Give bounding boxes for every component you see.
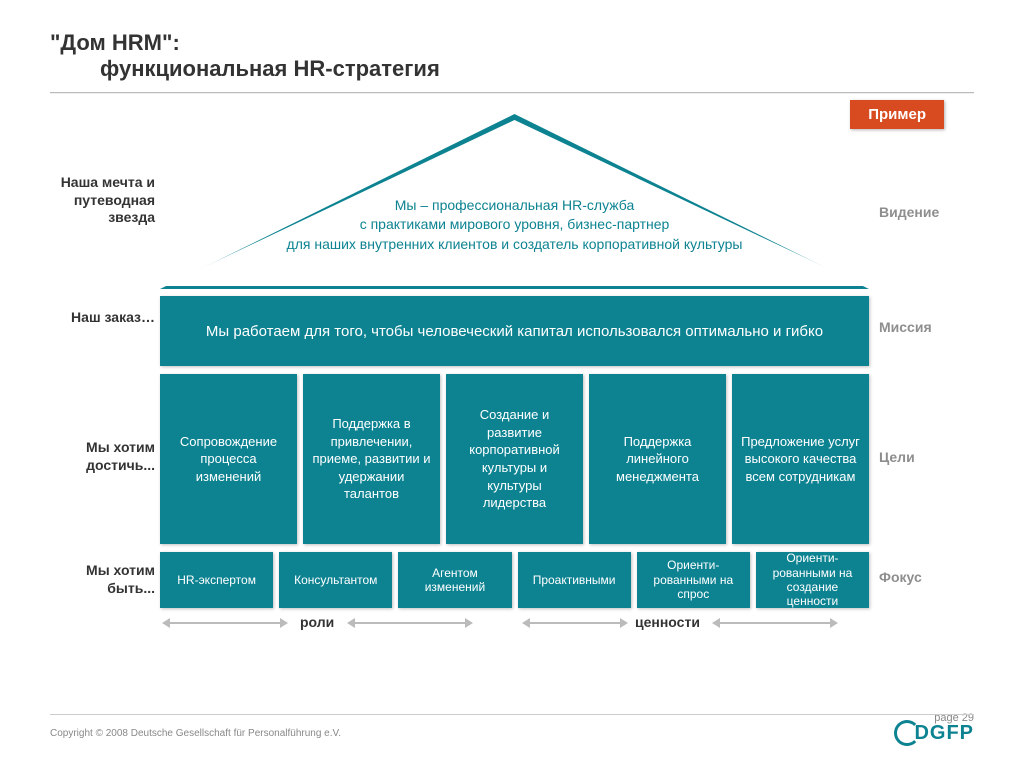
arrow-roles-right [355,622,465,624]
footer: Copyright © 2008 Deutsche Gesellschaft f… [50,714,974,746]
slide: "Дом HRM": функциональная HR-стратегия П… [0,0,1024,768]
arrow-roles-left [170,622,280,624]
right-label-vision: Видение [879,204,994,222]
pillar-2: Поддержка в привлечении, приеме, развити… [303,374,440,544]
focus-2: Консультантом [279,552,392,608]
arrow-values-left [530,622,620,624]
right-labels: Видение Миссия Цели Фокус [879,114,994,654]
focus-1: HR-экспертом [160,552,273,608]
house-center: Мы – профессиональная HR-службас практик… [160,114,869,654]
roof-inner: Мы – профессиональная HR-службас практик… [164,120,865,286]
goals-pillars: Сопровождение процесса изменений Поддерж… [160,374,869,544]
right-label-focus: Фокус [879,569,994,587]
mission-text: Мы работаем для того, чтобы человеческий… [206,321,823,342]
focus-4: Проактивными [518,552,631,608]
pillar-1: Сопровождение процесса изменений [160,374,297,544]
logo: DGFP [894,720,974,746]
left-labels: Наша мечта и путеводная звезда Наш заказ… [40,114,155,654]
left-label-goals: Мы хотим достичь... [40,439,155,474]
title-block: "Дом HRM": функциональная HR-стратегия [50,30,974,82]
roof: Мы – профессиональная HR-службас практик… [160,114,869,289]
sub-label-roles: роли [300,614,334,630]
house-diagram: Наша мечта и путеводная звезда Наш заказ… [50,114,974,654]
pillar-4: Поддержка линейного менеджмента [589,374,726,544]
logo-text: DGFP [914,722,974,745]
focus-row: HR-экспертом Консультантом Агентом измен… [160,552,869,608]
sub-labels: роли ценности [160,612,869,638]
arrow-values-right [720,622,830,624]
pillar-3: Создание и развитие корпоративной культу… [446,374,583,544]
title-line1: "Дом HRM": [50,30,974,56]
right-label-goals: Цели [879,449,994,467]
title-line2: функциональная HR-стратегия [100,56,974,82]
focus-3: Агентом изменений [398,552,511,608]
left-label-mission: Наш заказ… [40,309,155,327]
focus-5: Ориенти-рованными на спрос [637,552,750,608]
left-label-vision: Наша мечта и путеводная звезда [40,174,155,227]
copyright: Copyright © 2008 Deutsche Gesellschaft f… [50,728,341,739]
mission-bar: Мы работаем для того, чтобы человеческий… [160,296,869,366]
sub-label-values: ценности [635,614,700,630]
divider [50,92,974,94]
roof-text: Мы – профессиональная HR-службас практик… [247,148,783,259]
left-label-focus: Мы хотим быть... [40,562,155,597]
pillar-5: Предложение услуг высокого качества всем… [732,374,869,544]
right-label-mission: Миссия [879,319,994,337]
focus-6: Ориенти-рованными на создание ценности [756,552,869,608]
